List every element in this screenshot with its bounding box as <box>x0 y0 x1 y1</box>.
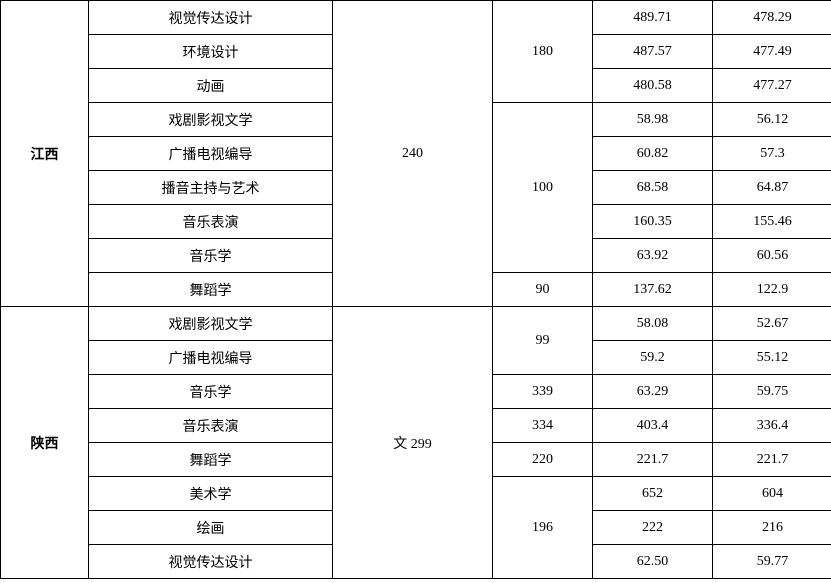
col-d-cell: 59.75 <box>713 375 831 409</box>
major-cell: 动画 <box>89 69 333 103</box>
col-d-cell: 604 <box>713 477 831 511</box>
col-d-cell: 221.7 <box>713 443 831 477</box>
col-d-cell: 59.77 <box>713 545 831 579</box>
table-row: 江西视觉传达设计240180489.71478.29 <box>1 1 831 35</box>
major-cell: 音乐学 <box>89 375 333 409</box>
col-b-cell: 334 <box>493 409 593 443</box>
col-c-cell: 63.29 <box>593 375 713 409</box>
col-d-cell: 477.49 <box>713 35 831 69</box>
major-cell: 音乐表演 <box>89 409 333 443</box>
col-c-cell: 403.4 <box>593 409 713 443</box>
col-d-cell: 336.4 <box>713 409 831 443</box>
col-b-cell: 90 <box>493 273 593 307</box>
major-cell: 广播电视编导 <box>89 341 333 375</box>
col-c-cell: 68.58 <box>593 171 713 205</box>
col-c-cell: 222 <box>593 511 713 545</box>
col-a-cell: 240 <box>333 1 493 307</box>
col-d-cell: 60.56 <box>713 239 831 273</box>
col-c-cell: 489.71 <box>593 1 713 35</box>
col-c-cell: 160.35 <box>593 205 713 239</box>
col-c-cell: 480.58 <box>593 69 713 103</box>
major-cell: 舞蹈学 <box>89 443 333 477</box>
col-c-cell: 58.98 <box>593 103 713 137</box>
col-c-cell: 487.57 <box>593 35 713 69</box>
col-c-cell: 59.2 <box>593 341 713 375</box>
major-cell: 广播电视编导 <box>89 137 333 171</box>
col-b-cell: 180 <box>493 1 593 103</box>
major-cell: 环境设计 <box>89 35 333 69</box>
major-cell: 戏剧影视文学 <box>89 307 333 341</box>
major-cell: 绘画 <box>89 511 333 545</box>
col-b-cell: 339 <box>493 375 593 409</box>
col-b-cell: 100 <box>493 103 593 273</box>
col-a-cell: 文 299 <box>333 307 493 579</box>
col-c-cell: 62.50 <box>593 545 713 579</box>
major-cell: 音乐表演 <box>89 205 333 239</box>
major-cell: 播音主持与艺术 <box>89 171 333 205</box>
col-c-cell: 221.7 <box>593 443 713 477</box>
admissions-table-wrap: 江西视觉传达设计240180489.71478.29环境设计487.57477.… <box>0 0 831 583</box>
col-c-cell: 60.82 <box>593 137 713 171</box>
col-d-cell: 478.29 <box>713 1 831 35</box>
major-cell: 音乐学 <box>89 239 333 273</box>
admissions-table: 江西视觉传达设计240180489.71478.29环境设计487.57477.… <box>0 0 831 579</box>
province-cell: 江西 <box>1 1 89 307</box>
col-d-cell: 216 <box>713 511 831 545</box>
col-c-cell: 137.62 <box>593 273 713 307</box>
col-c-cell: 58.08 <box>593 307 713 341</box>
major-cell: 视觉传达设计 <box>89 1 333 35</box>
major-cell: 戏剧影视文学 <box>89 103 333 137</box>
col-d-cell: 155.46 <box>713 205 831 239</box>
major-cell: 舞蹈学 <box>89 273 333 307</box>
col-d-cell: 477.27 <box>713 69 831 103</box>
col-d-cell: 122.9 <box>713 273 831 307</box>
col-b-cell: 220 <box>493 443 593 477</box>
col-c-cell: 63.92 <box>593 239 713 273</box>
col-d-cell: 64.87 <box>713 171 831 205</box>
col-b-cell: 99 <box>493 307 593 375</box>
col-b-cell: 196 <box>493 477 593 579</box>
col-d-cell: 57.3 <box>713 137 831 171</box>
col-c-cell: 652 <box>593 477 713 511</box>
province-cell: 陕西 <box>1 307 89 579</box>
major-cell: 美术学 <box>89 477 333 511</box>
col-d-cell: 55.12 <box>713 341 831 375</box>
major-cell: 视觉传达设计 <box>89 545 333 579</box>
table-row: 陕西戏剧影视文学文 2999958.0852.67 <box>1 307 831 341</box>
col-d-cell: 52.67 <box>713 307 831 341</box>
col-d-cell: 56.12 <box>713 103 831 137</box>
